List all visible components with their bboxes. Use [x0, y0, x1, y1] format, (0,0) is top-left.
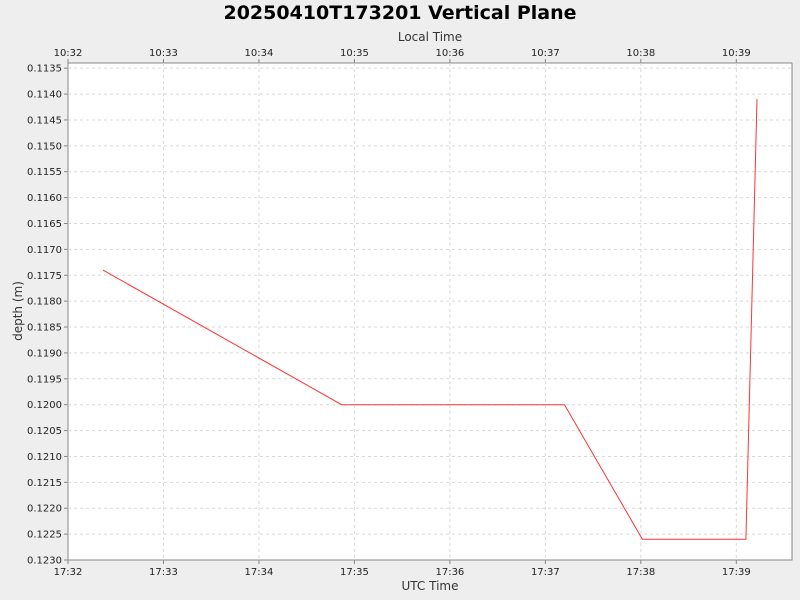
x2-tick-label: 10:33 [149, 48, 178, 59]
x-tick-label: 17:37 [531, 567, 560, 578]
y-tick-label: 0.1170 [27, 245, 62, 256]
x-tick-label: 17:34 [245, 567, 274, 578]
y-tick-label: 0.1215 [27, 478, 62, 489]
x2-tick-label: 10:36 [435, 48, 464, 59]
x2-tick-label: 10:37 [531, 48, 560, 59]
x-tick-label: 17:35 [340, 567, 369, 578]
x2-tick-label: 10:39 [722, 48, 751, 59]
y-tick-label: 0.1205 [27, 426, 62, 437]
y-tick-label: 0.1150 [27, 141, 62, 152]
y-tick-label: 0.1225 [27, 530, 62, 541]
y-tick-label: 0.1160 [27, 193, 62, 204]
y-axis-label: depth (m) [11, 281, 25, 341]
x-axis-label: UTC Time [402, 579, 459, 593]
top-axis-label: Local Time [398, 30, 462, 44]
x2-tick-label: 10:34 [245, 48, 274, 59]
x-tick-label: 17:33 [149, 567, 178, 578]
x-tick-label: 17:32 [54, 567, 83, 578]
x2-tick-label: 10:35 [340, 48, 369, 59]
series-layer [102, 99, 758, 540]
axis-ticks: 17:32 10:32 17:33 10:33 17:34 10:34 17:35 10:35… [27, 48, 751, 578]
x-tick-label: 17:36 [435, 567, 464, 578]
y-tick-label: 0.1230 [27, 556, 62, 567]
y-tick-label: 0.1220 [27, 504, 62, 515]
y-tick-label: 0.1190 [27, 348, 62, 359]
y-tick-label: 0.1165 [27, 219, 62, 230]
y-tick-label: 0.1140 [27, 90, 62, 101]
grid-lines [68, 63, 792, 560]
x2-tick-label: 10:38 [626, 48, 655, 59]
x-tick-label: 17:38 [626, 567, 655, 578]
x2-tick-label: 10:32 [54, 48, 83, 59]
y-tick-label: 0.1175 [27, 271, 62, 282]
y-tick-label: 0.1135 [27, 64, 62, 75]
y-tick-label: 0.1210 [27, 452, 62, 463]
y-tick-label: 0.1195 [27, 374, 62, 385]
y-tick-label: 0.1155 [27, 167, 62, 178]
y-tick-label: 0.1145 [27, 115, 62, 126]
y-tick-label: 0.1185 [27, 323, 62, 334]
y-tick-label: 0.1180 [27, 297, 62, 308]
y-tick-label: 0.1200 [27, 400, 62, 411]
chart-title: 20250410T173201 Vertical Plane [223, 2, 576, 24]
x-tick-label: 17:39 [722, 567, 751, 578]
series-line [102, 99, 758, 540]
